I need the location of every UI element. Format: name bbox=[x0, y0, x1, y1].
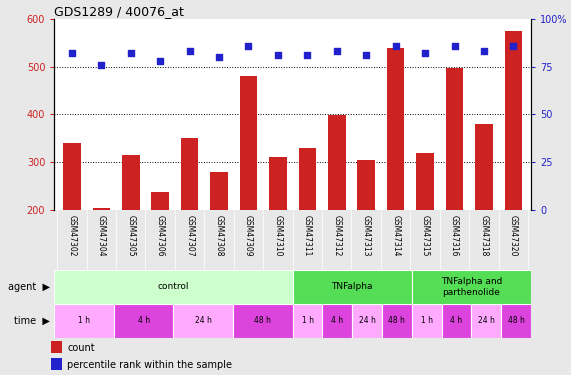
Text: 1 h: 1 h bbox=[421, 316, 433, 325]
Text: agent  ▶: agent ▶ bbox=[8, 282, 50, 292]
Text: GSM47302: GSM47302 bbox=[67, 215, 77, 256]
Point bbox=[303, 52, 312, 58]
Text: 48 h: 48 h bbox=[388, 316, 405, 325]
Text: TNFalpha: TNFalpha bbox=[332, 282, 373, 291]
Text: GSM47307: GSM47307 bbox=[185, 215, 194, 256]
Text: GSM47313: GSM47313 bbox=[361, 215, 371, 256]
Bar bbox=[475, 124, 493, 210]
Bar bbox=[63, 143, 81, 210]
Text: GSM47314: GSM47314 bbox=[391, 215, 400, 256]
Point bbox=[391, 42, 400, 48]
Bar bbox=[114, 304, 174, 338]
Bar bbox=[240, 76, 258, 210]
Bar bbox=[292, 270, 412, 304]
Point bbox=[244, 42, 253, 48]
Bar bbox=[472, 304, 501, 338]
Bar bbox=[93, 208, 110, 210]
Bar bbox=[54, 270, 292, 304]
Point bbox=[96, 62, 106, 68]
Point bbox=[332, 48, 341, 54]
Text: 24 h: 24 h bbox=[195, 316, 212, 325]
Bar bbox=[416, 153, 434, 210]
Text: 24 h: 24 h bbox=[478, 316, 494, 325]
Point bbox=[420, 50, 429, 56]
Text: 1 h: 1 h bbox=[301, 316, 313, 325]
Text: 1 h: 1 h bbox=[78, 316, 90, 325]
Bar bbox=[51, 358, 62, 370]
Text: GSM47304: GSM47304 bbox=[97, 215, 106, 256]
Point bbox=[274, 52, 283, 58]
Text: time  ▶: time ▶ bbox=[14, 316, 50, 326]
Text: 48 h: 48 h bbox=[255, 316, 271, 325]
Bar bbox=[446, 68, 463, 210]
Text: GSM47306: GSM47306 bbox=[156, 215, 164, 256]
Text: 4 h: 4 h bbox=[138, 316, 150, 325]
Text: percentile rank within the sample: percentile rank within the sample bbox=[67, 360, 232, 369]
Point bbox=[215, 54, 224, 60]
Bar bbox=[412, 270, 531, 304]
Bar bbox=[292, 304, 323, 338]
Point bbox=[361, 52, 371, 58]
Text: GSM47312: GSM47312 bbox=[332, 215, 341, 256]
Text: 48 h: 48 h bbox=[508, 316, 525, 325]
Point bbox=[126, 50, 135, 56]
Bar bbox=[122, 155, 139, 210]
Text: GSM47309: GSM47309 bbox=[244, 215, 253, 256]
Text: control: control bbox=[158, 282, 189, 291]
Bar bbox=[151, 192, 169, 210]
Point bbox=[509, 42, 518, 48]
Bar bbox=[328, 116, 345, 210]
Bar bbox=[299, 148, 316, 210]
Point bbox=[156, 58, 165, 64]
Bar bbox=[51, 341, 62, 352]
Bar bbox=[505, 31, 522, 210]
Bar bbox=[382, 304, 412, 338]
Point bbox=[450, 42, 459, 48]
Bar bbox=[387, 48, 404, 210]
Bar bbox=[323, 304, 352, 338]
Point bbox=[480, 48, 489, 54]
Text: 4 h: 4 h bbox=[451, 316, 463, 325]
Point bbox=[67, 50, 77, 56]
Text: GSM47316: GSM47316 bbox=[450, 215, 459, 256]
Text: 24 h: 24 h bbox=[359, 316, 376, 325]
Text: 4 h: 4 h bbox=[331, 316, 343, 325]
Bar bbox=[269, 158, 287, 210]
Bar bbox=[357, 160, 375, 210]
Text: count: count bbox=[67, 343, 95, 352]
Bar bbox=[441, 304, 472, 338]
Bar bbox=[412, 304, 441, 338]
Bar bbox=[181, 138, 199, 210]
Text: GSM47320: GSM47320 bbox=[509, 215, 518, 256]
Bar bbox=[501, 304, 531, 338]
Bar bbox=[233, 304, 292, 338]
Text: TNFalpha and
parthenolide: TNFalpha and parthenolide bbox=[441, 277, 502, 297]
Bar bbox=[54, 304, 114, 338]
Text: GSM47310: GSM47310 bbox=[274, 215, 283, 256]
Bar bbox=[210, 172, 228, 210]
Text: GSM47318: GSM47318 bbox=[480, 215, 488, 256]
Text: GSM47305: GSM47305 bbox=[126, 215, 135, 256]
Point bbox=[185, 48, 194, 54]
Text: GSM47315: GSM47315 bbox=[421, 215, 429, 256]
Text: GSM47311: GSM47311 bbox=[303, 215, 312, 256]
Bar bbox=[352, 304, 382, 338]
Text: GSM47308: GSM47308 bbox=[215, 215, 224, 256]
Text: GDS1289 / 40076_at: GDS1289 / 40076_at bbox=[54, 4, 184, 18]
Bar bbox=[174, 304, 233, 338]
